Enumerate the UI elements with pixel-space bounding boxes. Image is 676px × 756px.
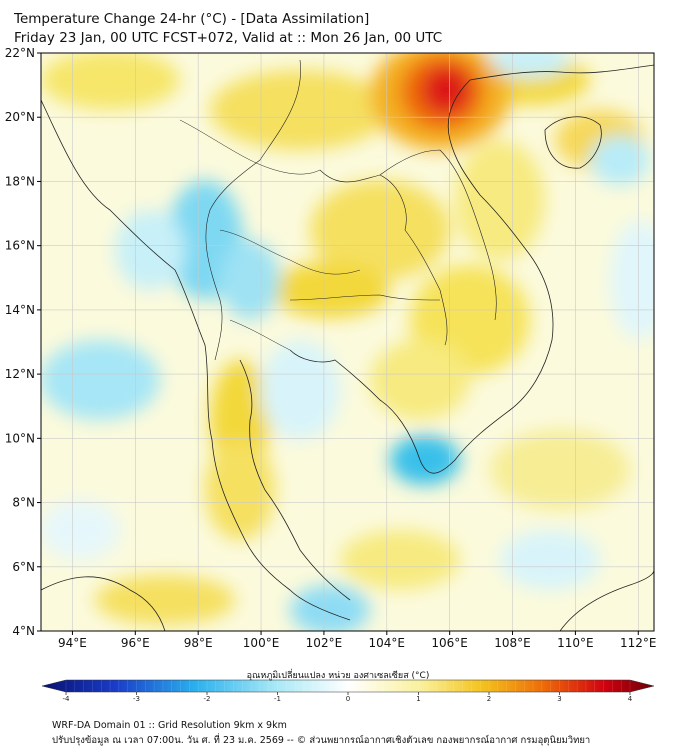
border-internal-3 xyxy=(229,319,291,351)
colorbar-title: อุณหภูมิเปลี่ยนแปลง หน่วย องศาเซลเซียส (… xyxy=(246,671,430,681)
lat-tick-label: 20°N xyxy=(5,110,35,124)
map-title: Temperature Change 24-hr (°C) - [Data As… xyxy=(14,10,442,48)
lat-tick-label: 6°N xyxy=(12,560,35,574)
title-line-2: Friday 23 Jan, 00 UTC FCST+072, Valid at… xyxy=(14,30,443,46)
lon-tick-label: 106°E xyxy=(431,636,468,650)
lat-tick-label: 14°N xyxy=(5,303,35,317)
coast-sumatra xyxy=(41,576,166,631)
lon-tick-label: 110°E xyxy=(557,636,594,650)
lat-tick-label: 16°N xyxy=(5,239,35,253)
colorbar-tick-label: -4 xyxy=(63,695,71,703)
border-thailand-laos xyxy=(319,169,448,346)
latitude-axis: 22°N 20°N 18°N 16°N 14°N 12°N 10°N 8°N 6°N 4°N xyxy=(5,46,41,638)
footer-line-1: WRF-DA Domain 01 :: Grid Resolution 9km … xyxy=(52,720,287,731)
border-internal-1 xyxy=(179,119,321,175)
lat-tick-label: 4°N xyxy=(12,624,35,638)
border-thailand-cambodia xyxy=(289,294,441,301)
border-laos-vietnam xyxy=(379,149,497,321)
colorbar-tick-label: -1 xyxy=(274,695,281,703)
coast-west xyxy=(41,99,351,621)
colorbar: -4 -3 -2 -1 0 1 2 3 4 xyxy=(41,679,655,703)
lat-tick-label: 18°N xyxy=(5,174,35,188)
title-line-1: Temperature Change 24-hr (°C) - [Data As… xyxy=(14,11,370,27)
hainan-island xyxy=(544,116,602,169)
lon-tick-label: 100°E xyxy=(243,636,280,650)
temperature-field xyxy=(41,53,654,631)
longitude-axis: 94°E 96°E 98°E 100°E 102°E 104°E 106°E 108°E 110… xyxy=(58,631,657,650)
colorbar-tick-label: 1 xyxy=(416,695,420,703)
colorbar-tick-label: 4 xyxy=(628,695,633,703)
colorbar-tick-label: -2 xyxy=(204,695,211,703)
lat-tick-label: 8°N xyxy=(12,496,35,510)
border-myanmar-thailand xyxy=(205,59,301,361)
colorbar-tick-label: 0 xyxy=(346,695,350,703)
lon-tick-label: 96°E xyxy=(121,636,150,650)
coast-peninsula xyxy=(239,359,351,601)
coast-borneo xyxy=(559,569,654,631)
coast-east xyxy=(289,79,554,474)
lon-tick-label: 104°E xyxy=(369,636,406,650)
lon-tick-label: 102°E xyxy=(306,636,343,650)
colorbar-tick-label: 2 xyxy=(487,695,491,703)
coast-china xyxy=(469,64,654,81)
footer-line-2: ปรับปรุงข้อมูล ณ เวลา 07:00น. วัน ศ. ที่… xyxy=(52,735,591,746)
colorbar-ticks: -4 -3 -2 -1 0 1 2 3 4 xyxy=(63,680,633,703)
lon-tick-label: 94°E xyxy=(58,636,87,650)
lat-tick-label: 12°N xyxy=(5,367,35,381)
lon-tick-label: 108°E xyxy=(494,636,531,650)
lat-tick-label: 22°N xyxy=(5,46,35,60)
lat-tick-label: 10°N xyxy=(5,431,35,445)
lon-tick-label: 98°E xyxy=(184,636,213,650)
coastlines-borders xyxy=(41,59,654,631)
map-frame xyxy=(40,52,655,632)
colorbar-tick-label: -3 xyxy=(133,695,140,703)
colorbar-tick-label: 3 xyxy=(557,695,561,703)
footer: WRF-DA Domain 01 :: Grid Resolution 9km … xyxy=(52,718,590,748)
border-internal-2 xyxy=(219,229,361,275)
lon-tick-label: 112°E xyxy=(620,636,657,650)
